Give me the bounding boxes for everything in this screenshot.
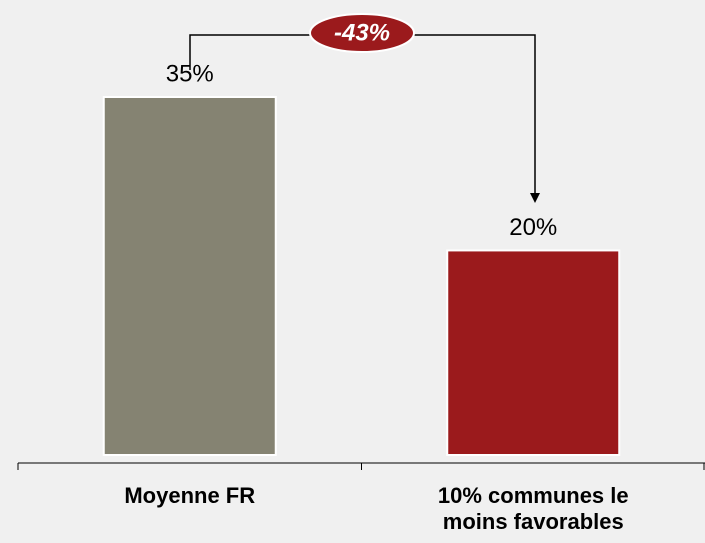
- annotation-badge: [309, 13, 415, 53]
- value-label: 20%: [509, 214, 557, 241]
- bar: [102, 96, 277, 456]
- x-tick-label: 10% communes le moins favorables: [437, 483, 629, 534]
- bar: [446, 249, 621, 456]
- annotation: -43%: [334, 19, 390, 46]
- x-tick-label: Moyenne FR: [124, 483, 256, 508]
- value-label: 35%: [166, 60, 214, 87]
